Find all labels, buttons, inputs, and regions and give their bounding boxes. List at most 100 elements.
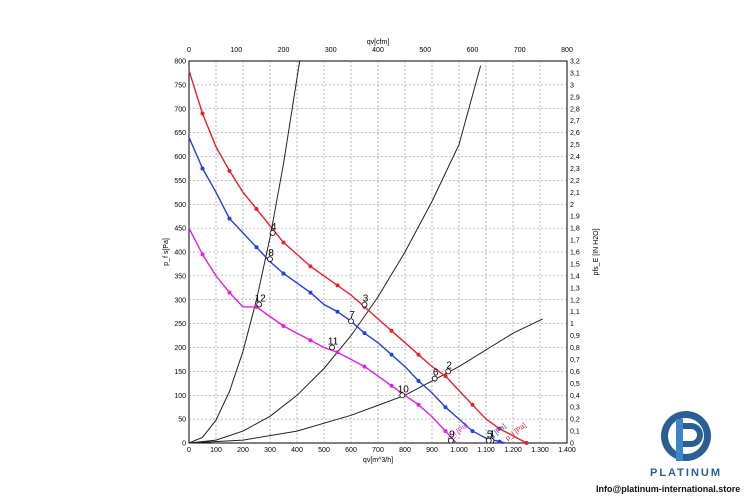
series-point: [227, 290, 232, 295]
series-point: [497, 439, 502, 444]
y-right-tick-label: 1,6: [570, 250, 580, 257]
series-point: [443, 374, 448, 379]
y-right-tick-label: 3,1: [570, 70, 580, 77]
operating-point-label: 7: [349, 310, 355, 321]
x-top-tick-label: 600: [467, 47, 479, 54]
y-right-tick-label: 1,9: [570, 214, 580, 221]
x-bottom-tick-label: 400: [291, 447, 303, 454]
x-bottom-tick-label: 100: [210, 447, 222, 454]
y-left-tick-label: 600: [174, 154, 186, 161]
x-top-tick-label: 400: [372, 47, 384, 54]
platinum-logo-icon: [661, 411, 711, 461]
x-bottom-tick-label: 200: [237, 447, 249, 454]
y-right-tick-label: 2,3: [570, 166, 580, 173]
operating-point-label: 4: [271, 222, 277, 233]
y-left-tick-label: 400: [174, 250, 186, 257]
x-top-tick-label: 0: [187, 47, 191, 54]
series-point: [281, 240, 286, 245]
y-right-tick-label: 0,3: [570, 405, 580, 412]
operating-point-label: 10: [398, 384, 410, 395]
brand-name: PLATINUM: [650, 467, 723, 479]
x-bottom-tick-label: 1.000: [450, 447, 468, 454]
y-right-tick-label: 1,8: [570, 226, 580, 233]
x-top-tick-label: 200: [278, 47, 290, 54]
series-point: [335, 350, 340, 355]
series-point: [389, 383, 394, 388]
operating-point-marker: [256, 301, 263, 308]
y-right-tick-label: 0,8: [570, 345, 580, 352]
y-left-tick-label: 100: [174, 393, 186, 400]
operating-point-label: 11: [328, 337, 339, 348]
system-curve-line: [188, 318, 543, 444]
y-right-tick-label: 2,2: [570, 178, 580, 185]
series-point: [362, 331, 367, 336]
y-left-tick-label: 50: [178, 417, 186, 424]
x-bottom-tick-label: 1.100: [477, 447, 495, 454]
y-right-tick-label: 2,9: [570, 94, 580, 101]
operating-point-marker: [431, 375, 438, 382]
y-right-tick-label: 3,2: [570, 59, 580, 66]
operating-point-label: 6: [433, 368, 439, 379]
y-right-tick-label: 1,4: [570, 273, 580, 280]
operating-point-marker: [269, 229, 276, 236]
x-bottom-tick-label: 1.400: [558, 447, 576, 454]
series-point: [335, 309, 340, 314]
operating-point-marker: [447, 437, 454, 444]
operating-point-label: 5: [487, 430, 493, 441]
series-line: [188, 70, 527, 444]
grid: [188, 60, 568, 444]
series-point: [470, 429, 475, 434]
y-left-tick-label: 350: [174, 273, 186, 280]
series-point: [200, 252, 205, 257]
y-right-tick-label: 2,8: [570, 106, 580, 113]
series-point: [389, 352, 394, 357]
y-right-tick-label: 0,5: [570, 381, 580, 388]
y-right-tick-label: 2,5: [570, 142, 580, 149]
operating-point-label: 3: [363, 294, 369, 305]
x-bottom-tick-label: 800: [399, 447, 411, 454]
y-left-tick-label: 550: [174, 178, 186, 185]
series-point: [254, 245, 259, 250]
x-top-tick-label: 100: [230, 47, 242, 54]
y-right-tick-label: 3: [570, 82, 574, 89]
y-right-tick-label: 1,3: [570, 285, 580, 292]
y-right-tick-label: 1,5: [570, 261, 580, 268]
y-right-tick-label: 0,9: [570, 333, 580, 340]
y-right-axis-title: pfs_E [IN H2O]: [593, 228, 600, 275]
x-top-tick-label: 800: [561, 47, 573, 54]
series-point: [308, 290, 313, 295]
series-label: p_f [Pa]: [504, 422, 527, 442]
y-right-tick-label: 0: [570, 441, 574, 448]
series-point: [389, 328, 394, 333]
x-bottom-tick-label: 0: [187, 447, 191, 454]
series-point: [443, 405, 448, 410]
x-bottom-tick-label: 300: [264, 447, 276, 454]
operating-point-label: 12: [255, 294, 267, 305]
series-point: [443, 429, 448, 434]
operating-point-marker: [485, 437, 492, 444]
operating-point-marker: [348, 318, 354, 325]
series-point: [281, 271, 286, 276]
operating-point-marker: [329, 344, 336, 351]
y-right-tick-label: 0,7: [570, 357, 580, 364]
operating-point-label: 2: [446, 360, 452, 371]
operating-point-label: 9: [449, 430, 455, 441]
series-point: [308, 264, 313, 269]
x-top-tick-label: 300: [325, 47, 337, 54]
series-point: [254, 207, 259, 212]
x-bottom-tick-label: 1.200: [504, 447, 522, 454]
y-right-tick-label: 0,2: [570, 417, 580, 424]
series-point: [416, 352, 421, 357]
y-right-tick-label: 0,4: [570, 393, 580, 400]
operating-point-marker: [399, 392, 406, 399]
y-right-tick-label: 1: [570, 321, 574, 328]
y-left-axis-title: p_f s[Pa]: [163, 238, 170, 266]
y-right-tick-label: 1,1: [570, 309, 580, 316]
series-point: [227, 168, 232, 173]
y-left-tick-label: 200: [174, 345, 186, 352]
y-right-tick-label: 0,6: [570, 369, 580, 376]
system-curve-line: [188, 65, 482, 444]
x-bottom-tick-label: 600: [345, 447, 357, 454]
operating-point-label: 8: [268, 248, 274, 259]
